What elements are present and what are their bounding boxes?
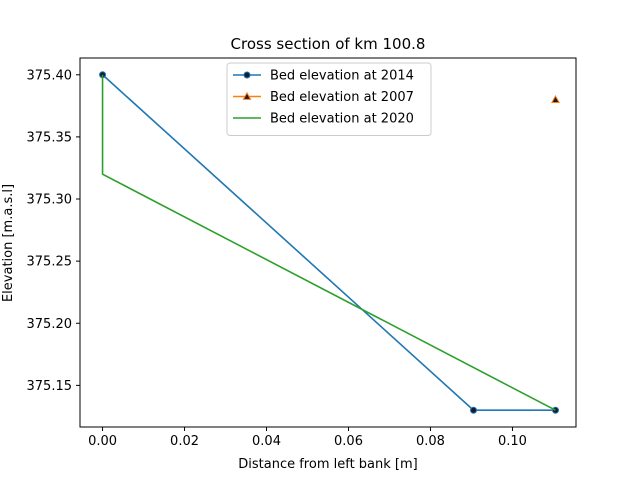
x-axis-label: Distance from left bank [m] [238, 457, 417, 472]
y-tick-label: 375.20 [27, 317, 73, 332]
legend-entry: Bed elevation at 2014 [233, 69, 414, 84]
x-tick-label: 0.02 [170, 434, 199, 449]
legend-label: Bed elevation at 2007 [270, 90, 414, 105]
x-tick-label: 0.04 [252, 434, 281, 449]
x-tick-label: 0.10 [498, 434, 527, 449]
legend: Bed elevation at 2014 Bed elevation at 20… [226, 62, 432, 136]
x-tick-label: 0.06 [334, 434, 363, 449]
data-point [551, 94, 560, 104]
chart-title: Cross section of km 100.8 [231, 35, 426, 53]
data-point [470, 406, 478, 414]
x-tick-label: 0.00 [88, 434, 117, 449]
legend-entry: Bed elevation at 2020 [233, 112, 414, 127]
axes-frame [79, 57, 577, 428]
legend-label: Bed elevation at 2014 [270, 69, 414, 84]
legend-entry: Bed elevation at 2007 [233, 90, 414, 105]
series-2 [551, 94, 560, 104]
series-line [101, 74, 556, 411]
y-tick-label: 375.35 [27, 130, 73, 145]
y-tick-label: 375.30 [27, 193, 73, 208]
y-tick-label: 375.25 [27, 255, 73, 270]
y-axis-label: Elevation [m.a.s.l] [1, 184, 16, 302]
legend-box [226, 62, 432, 136]
legend-marker [242, 91, 252, 100]
x-tick-label: 0.08 [416, 434, 445, 449]
legend-marker [243, 71, 251, 79]
y-tick-label: 375.15 [27, 379, 73, 394]
series-3 [101, 74, 556, 411]
plot-area: 0.00 0.02 0.04 0.06 0.08 0.10 375.15 375.20 375.… [27, 57, 577, 449]
legend-label: Bed elevation at 2020 [270, 112, 414, 127]
y-tick-label: 375.40 [27, 68, 73, 83]
